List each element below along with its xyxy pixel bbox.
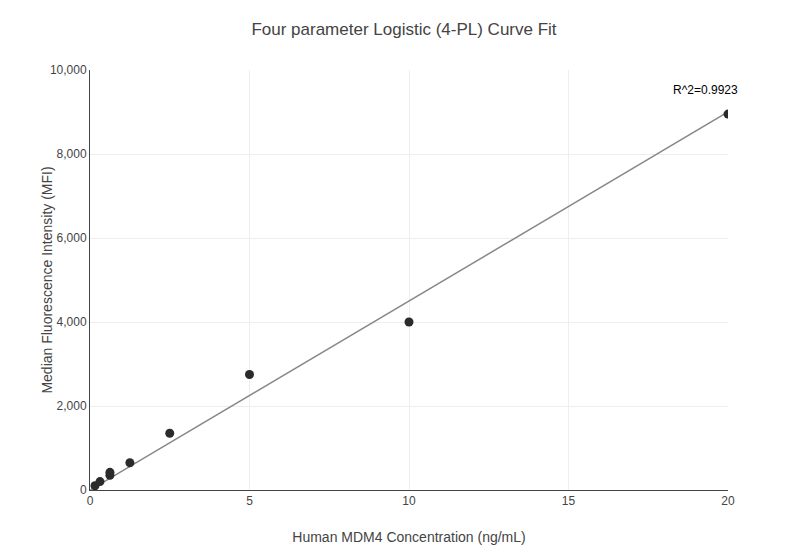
- svg-text:6,000: 6,000: [57, 231, 87, 245]
- svg-text:4,000: 4,000: [57, 315, 87, 329]
- svg-text:0: 0: [80, 483, 87, 497]
- svg-text:R^2=0.9923: R^2=0.9923: [673, 83, 738, 97]
- svg-text:Median Fluorescence Intensity: Median Fluorescence Intensity (MFI): [39, 166, 55, 393]
- svg-text:Four parameter Logistic (4-PL): Four parameter Logistic (4-PL) Curve Fit: [251, 20, 556, 39]
- svg-text:10: 10: [402, 494, 416, 508]
- svg-text:8,000: 8,000: [57, 147, 87, 161]
- svg-text:10,000: 10,000: [50, 63, 87, 77]
- svg-text:15: 15: [562, 494, 576, 508]
- svg-text:Human MDM4 Concentration (ng/m: Human MDM4 Concentration (ng/mL): [292, 529, 525, 545]
- svg-text:2,000: 2,000: [57, 399, 87, 413]
- svg-text:20: 20: [721, 494, 735, 508]
- svg-text:0: 0: [87, 494, 94, 508]
- svg-text:5: 5: [246, 494, 253, 508]
